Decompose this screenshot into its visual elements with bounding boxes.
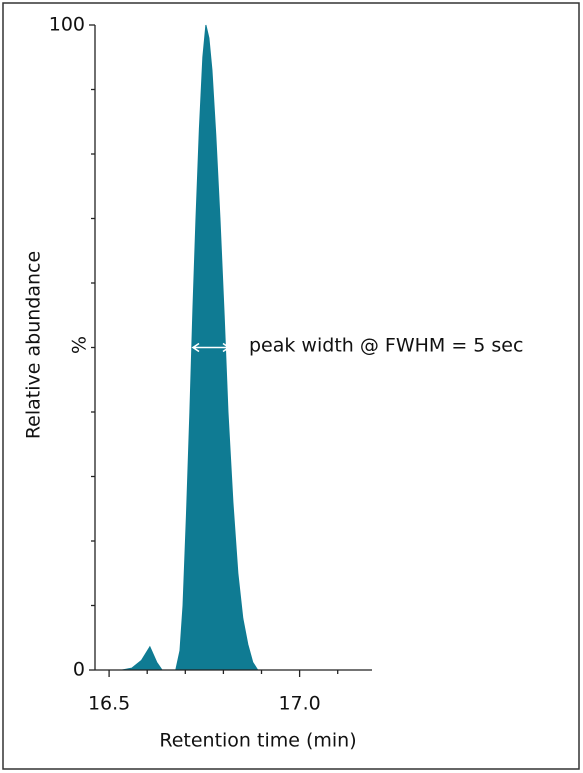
annotation: peak width @ FWHM = 5 sec [249,335,523,357]
x-tick-label: 17.0 [278,693,320,715]
x-axis-label: Retention time (min) [159,730,356,752]
area [121,24,259,671]
fwhm-arrow [191,342,231,353]
y-unit-label: % [69,336,91,354]
y-axis-label: Relative abundance [23,251,45,439]
x-tick-label: 16.5 [88,693,130,715]
y-tick-label: 0 [73,659,85,681]
y-tick-label: 100 [49,14,85,36]
